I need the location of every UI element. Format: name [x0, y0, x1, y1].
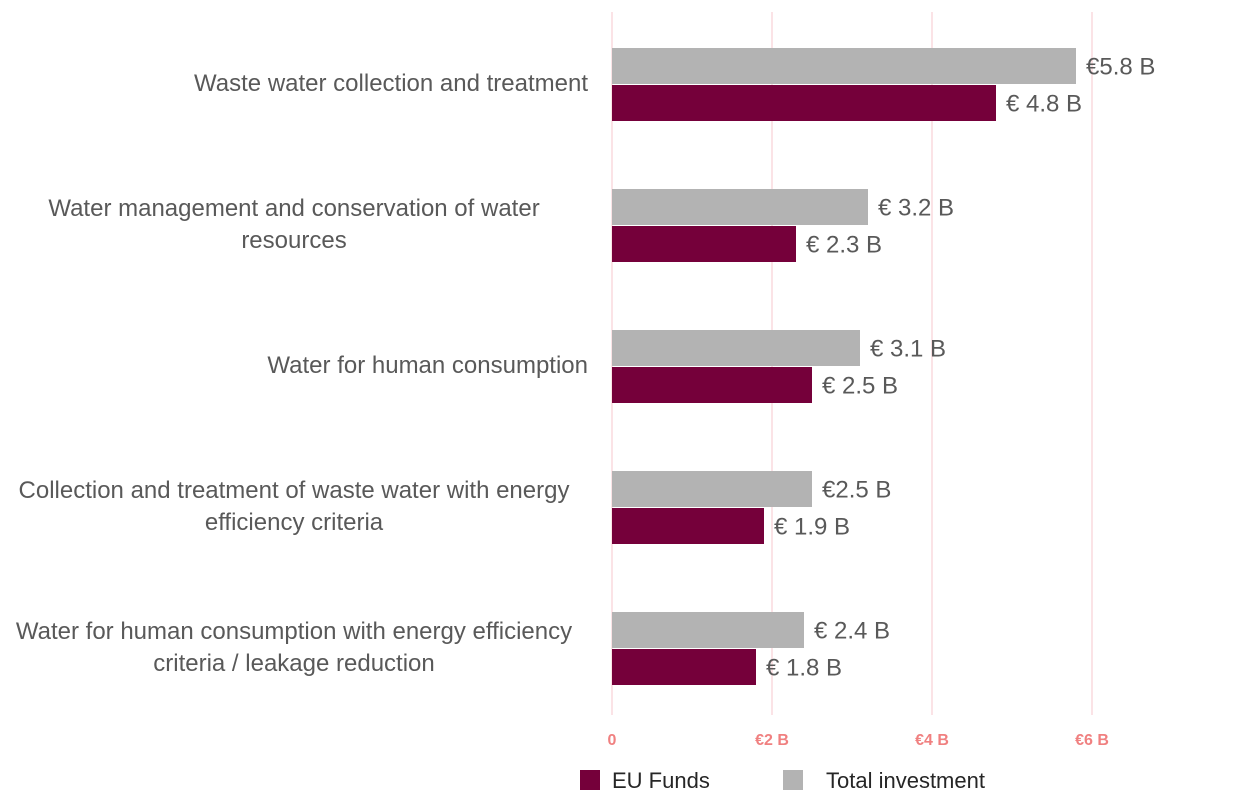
legend-label: Total investment [826, 768, 985, 793]
category-label: Water management and conservation of wat… [48, 195, 540, 254]
legend-label: EU Funds [612, 768, 710, 793]
bar [612, 226, 796, 262]
bar [612, 367, 812, 403]
bar [612, 471, 812, 507]
data-label: € 1.9 B [774, 513, 850, 540]
bar [612, 48, 1076, 84]
category-label: Water for human consumption with energy … [15, 618, 573, 677]
bar [612, 330, 860, 366]
bar [612, 649, 756, 685]
x-tick-label: €4 B [915, 732, 949, 749]
data-label: €5.8 B [1086, 53, 1155, 80]
legend-swatch [580, 770, 600, 790]
bar [612, 508, 764, 544]
category-label: Waste water collection and treatment [194, 70, 588, 97]
x-tick-label: €6 B [1075, 732, 1109, 749]
legend-swatch [783, 770, 803, 790]
data-label: € 4.8 B [1006, 90, 1082, 117]
data-label: € 3.1 B [870, 335, 946, 362]
x-tick-label: 0 [608, 732, 617, 749]
data-label: € 1.8 B [766, 654, 842, 681]
data-label: €2.5 B [822, 476, 891, 503]
bar [612, 189, 868, 225]
data-label: € 2.4 B [814, 617, 890, 644]
x-tick-label: €2 B [755, 732, 789, 749]
category-label: Water for human consumption [267, 352, 588, 379]
bar [612, 612, 804, 648]
data-label: € 3.2 B [878, 194, 954, 221]
category-label: Collection and treatment of waste water … [18, 477, 570, 536]
bar [612, 85, 996, 121]
data-label: € 2.5 B [822, 372, 898, 399]
data-label: € 2.3 B [806, 231, 882, 258]
